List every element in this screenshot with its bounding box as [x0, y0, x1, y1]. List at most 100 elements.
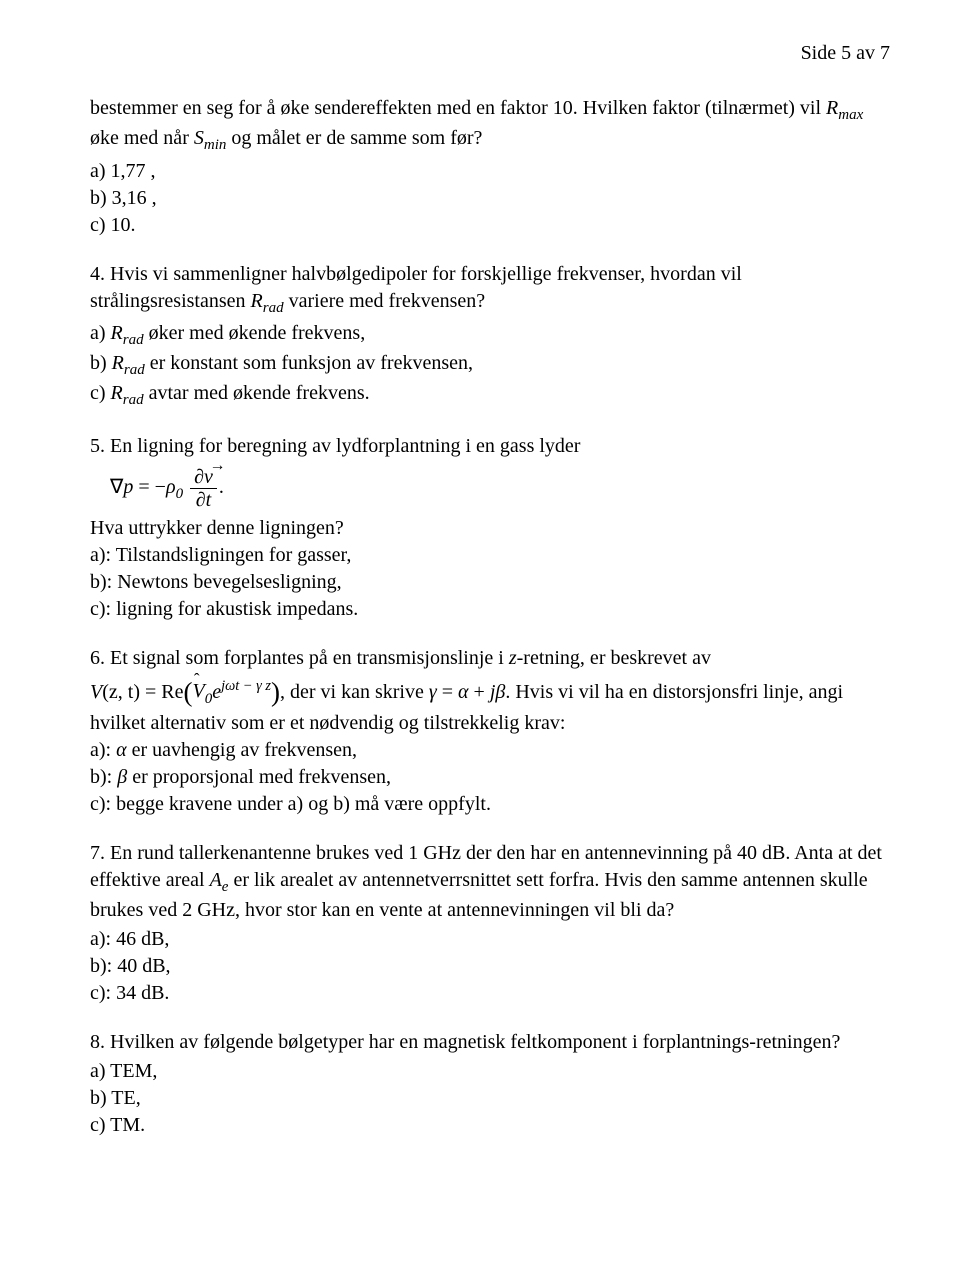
q8-option-b: b) TE, — [90, 1085, 890, 1112]
question-5: 5. En ligning for beregning av lydforpla… — [90, 433, 890, 623]
q7-Ae-A: A — [210, 869, 222, 891]
q5-eq: = − — [133, 476, 166, 498]
q6-text-b: -retning, er beskrevet av — [517, 647, 711, 669]
q3-text-a: bestemmer en seg for å øke sendereffekte… — [90, 97, 826, 119]
q4-option-a: a) Rrad øker med økende frekvens, — [90, 320, 890, 350]
vector-arrow-icon: → — [210, 457, 226, 475]
q5-d-bot: ∂ — [196, 489, 206, 511]
q6-V: V — [90, 680, 102, 702]
q6-eq-line: V(z, t) = Re(ˆV0ejωt − γ z), der vi kan … — [90, 674, 890, 737]
q4-b-R: R — [112, 352, 124, 374]
q4-option-c: c) Rrad avtar med økende frekvens. — [90, 380, 890, 410]
q5-frac-num: ∂→v — [190, 466, 217, 489]
q5-rho: ρ — [166, 476, 176, 498]
q5-vvec: →v — [204, 466, 213, 488]
q6-gamma: γ — [429, 680, 437, 702]
page-header: Side 5 av 7 — [90, 40, 890, 67]
q6-z: z — [509, 647, 517, 669]
q4-c-text: avtar med økende frekvens. — [144, 382, 370, 404]
q8-intro: 8. Hvilken av følgende bølgetyper har en… — [90, 1029, 890, 1056]
q4-intro: 4. Hvis vi sammenligner halvbølgedipoler… — [90, 261, 890, 318]
q3-R-sub: max — [838, 107, 863, 123]
q5-number: 5. — [90, 435, 110, 457]
q5-question: Hva uttrykker denne ligningen? — [90, 515, 890, 542]
q6-a-text: er uavhengig av frekvensen, — [127, 739, 357, 761]
q7-option-a: a): 46 dB, — [90, 926, 890, 953]
q6-alpha: α — [458, 680, 469, 702]
q6-option-a: a): α er uavhengig av frekvensen, — [90, 737, 890, 764]
q6-args: (z, t) = Re — [102, 680, 183, 702]
q6-exp-text: jωt − γ z — [221, 678, 271, 694]
q4-b-R-sub: rad — [124, 362, 145, 378]
q5-nabla: ∇ — [110, 476, 123, 498]
q6-b-text: er proporsjonal med frekvensen, — [127, 766, 391, 788]
q6-exp: jωt − γ z — [221, 678, 271, 694]
q6-Vhat: ˆV — [192, 678, 204, 705]
q3-S: S — [194, 127, 204, 149]
q7-number: 7. — [90, 842, 110, 864]
q5-frac-den: ∂t — [190, 489, 217, 511]
question-3: bestemmer en seg for å øke sendereffekte… — [90, 95, 890, 239]
q4-R: R — [251, 290, 263, 312]
question-7: 7. En rund tallerkenantenne brukes ved 1… — [90, 840, 890, 1007]
q3-option-c: c) 10. — [90, 212, 890, 239]
q5-option-a: a): Tilstandsligningen for gasser, — [90, 542, 890, 569]
question-6: 6. Et signal som forplantes på en transm… — [90, 645, 890, 818]
q6-option-c: c): begge kravene under a) og b) må være… — [90, 791, 890, 818]
q6-b-prefix: b): — [90, 766, 117, 788]
q6-option-b: b): β er proporsjonal med frekvensen, — [90, 764, 890, 791]
q7-option-b: b): 40 dB, — [90, 953, 890, 980]
q6-intro: 6. Et signal som forplantes på en transm… — [90, 645, 890, 672]
q6-eqsym: = — [437, 680, 458, 702]
q5-p: p — [123, 476, 133, 498]
q5-period: . — [219, 476, 224, 498]
q8-text: Hvilken av følgende bølgetyper har en ma… — [110, 1031, 840, 1053]
q8-option-a: a) TEM, — [90, 1058, 890, 1085]
q3-option-b: b) 3,16 , — [90, 185, 890, 212]
q6-plus: + — [469, 680, 490, 702]
q6-lparen: ( — [183, 677, 192, 707]
q4-c-R-sub: rad — [123, 392, 144, 408]
q4-c-R: R — [111, 382, 123, 404]
q6-beta: β — [495, 680, 505, 702]
q6-b-beta: β — [117, 766, 127, 788]
q3-S-sub: min — [204, 137, 227, 153]
q7-option-c: c): 34 dB. — [90, 980, 890, 1007]
q3-intro: bestemmer en seg for å øke sendereffekte… — [90, 95, 890, 156]
q4-c-prefix: c) — [90, 382, 111, 404]
q6-text-a: Et signal som forplantes på en transmisj… — [110, 647, 509, 669]
q6-rparen: ) — [271, 677, 280, 707]
q5-fraction: ∂→v ∂t — [190, 466, 217, 511]
q4-a-text: øker med økende frekvens, — [144, 322, 366, 344]
q3-text-b: øke med når — [90, 127, 194, 149]
q5-rho-sub: 0 — [176, 486, 184, 502]
q5-equation: ∇p = −ρ0 ∂→v ∂t . — [110, 466, 890, 511]
q3-option-a: a) 1,77 , — [90, 158, 890, 185]
q3-text-c: og målet er de samme som før? — [226, 127, 482, 149]
q5-d-top: ∂ — [194, 466, 204, 488]
q5-t: t — [206, 489, 212, 511]
question-4: 4. Hvis vi sammenligner halvbølgedipoler… — [90, 261, 890, 411]
q4-a-R-sub: rad — [123, 332, 144, 348]
q6-number: 6. — [90, 647, 110, 669]
q4-a-R: R — [111, 322, 123, 344]
q4-b-text: er konstant som funksjon av frekvensen, — [145, 352, 473, 374]
hat-icon: ˆ — [194, 669, 200, 692]
q5-option-b: b): Newtons bevegelsesligning, — [90, 569, 890, 596]
q5-text: En ligning for beregning av lydforplantn… — [110, 435, 580, 457]
q6-after-a: , der vi kan skrive — [280, 680, 429, 702]
q5-option-c: c): ligning for akustisk impedans. — [90, 596, 890, 623]
q6-a-alpha: α — [116, 739, 127, 761]
q4-text-b: variere med frekvensen? — [284, 290, 486, 312]
q8-option-c: c) TM. — [90, 1112, 890, 1139]
q5-intro: 5. En ligning for beregning av lydforpla… — [90, 433, 890, 460]
q8-number: 8. — [90, 1031, 110, 1053]
q4-a-prefix: a) — [90, 322, 111, 344]
q3-R: R — [826, 97, 838, 119]
q4-R-sub: rad — [263, 300, 284, 316]
q4-number: 4. — [90, 263, 110, 285]
q7-intro: 7. En rund tallerkenantenne brukes ved 1… — [90, 840, 890, 924]
q4-option-b: b) Rrad er konstant som funksjon av frek… — [90, 350, 890, 380]
q4-b-prefix: b) — [90, 352, 112, 374]
q6-e: e — [212, 680, 221, 702]
